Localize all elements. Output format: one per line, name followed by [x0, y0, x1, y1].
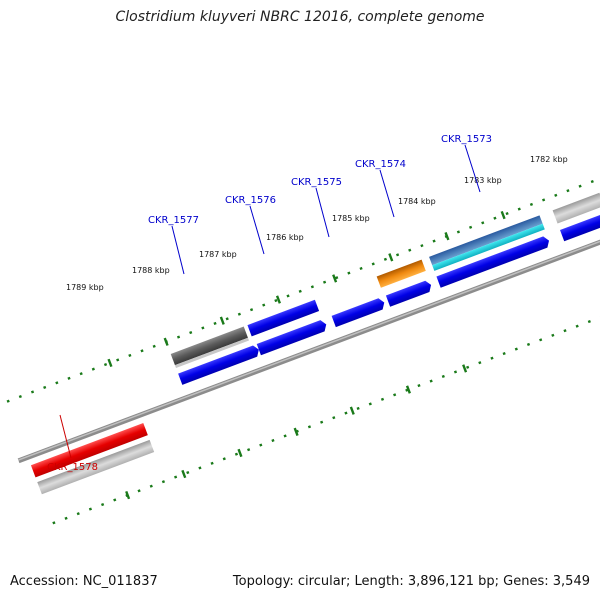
leader-ckr-1574 — [379, 169, 395, 218]
gene-label-ckr-1574[interactable]: CKR_1574 — [355, 159, 406, 170]
gene-ckr-1573-band — [432, 223, 545, 271]
scale-label-1788: 1788 kbp — [132, 266, 170, 275]
leader-ckr-1578 — [59, 414, 72, 459]
scale-label-1789: 1789 kbp — [66, 283, 104, 292]
gene-label-ckr-1575[interactable]: CKR_1575 — [291, 177, 342, 188]
genome-track-group — [6, 171, 600, 525]
inner-major-ticks — [125, 364, 468, 500]
leader-ckr-1576 — [249, 205, 265, 255]
leader-ckr-1577 — [171, 225, 185, 275]
outer-major-ticks — [107, 210, 506, 368]
gene-label-ckr-1576[interactable]: CKR_1576 — [225, 195, 276, 206]
gene-ckr-1578-grey[interactable] — [37, 439, 155, 495]
gene-ckr-1576[interactable] — [247, 299, 320, 337]
gene-label-ckr-1578[interactable]: CKR_1578 — [47, 462, 98, 473]
scale-label-1785: 1785 kbp — [332, 214, 370, 223]
gene-ckr-1574[interactable] — [376, 259, 426, 288]
scale-label-1783: 1783 kbp — [464, 176, 502, 185]
gene-label-ckr-1573[interactable]: CKR_1573 — [441, 134, 492, 145]
gene-right-blue[interactable] — [560, 207, 600, 242]
scale-label-1784: 1784 kbp — [398, 197, 436, 206]
gene-right-grey[interactable] — [552, 192, 600, 224]
genome-stats-text: Topology: circular; Length: 3,896,121 bp… — [232, 574, 590, 589]
accession-text: Accession: NC_011837 — [10, 574, 158, 589]
genome-backbone-highlight — [18, 220, 600, 461]
gene-label-ckr-1577[interactable]: CKR_1577 — [148, 215, 199, 226]
scale-label-1787: 1787 kbp — [199, 250, 237, 259]
scale-label-1782: 1782 kbp — [530, 155, 568, 164]
gene-ckr-1573-fwd[interactable] — [436, 235, 551, 288]
leader-ckr-1573 — [464, 144, 481, 193]
gene-ckr-1577-fwd[interactable] — [178, 344, 261, 385]
gene-ckr-1577[interactable] — [170, 326, 248, 366]
gene-ckr-1578[interactable] — [30, 423, 148, 478]
scale-label-1786: 1786 kbp — [266, 233, 304, 242]
page-title: Clostridium kluyveri NBRC 12016, complet… — [115, 9, 485, 25]
gene-ckr-1576-fwd[interactable] — [256, 319, 329, 356]
inner-tick-ring — [52, 293, 600, 525]
outer-tick-ring — [6, 171, 600, 403]
leader-ckr-1575 — [315, 187, 330, 238]
gene-ckr-1577-shadow — [174, 337, 250, 368]
gene-ckr-1573[interactable] — [429, 215, 543, 266]
gene-ckr-1575-fwd[interactable] — [331, 297, 387, 328]
gene-ckr-1574-fwd[interactable] — [385, 279, 433, 307]
